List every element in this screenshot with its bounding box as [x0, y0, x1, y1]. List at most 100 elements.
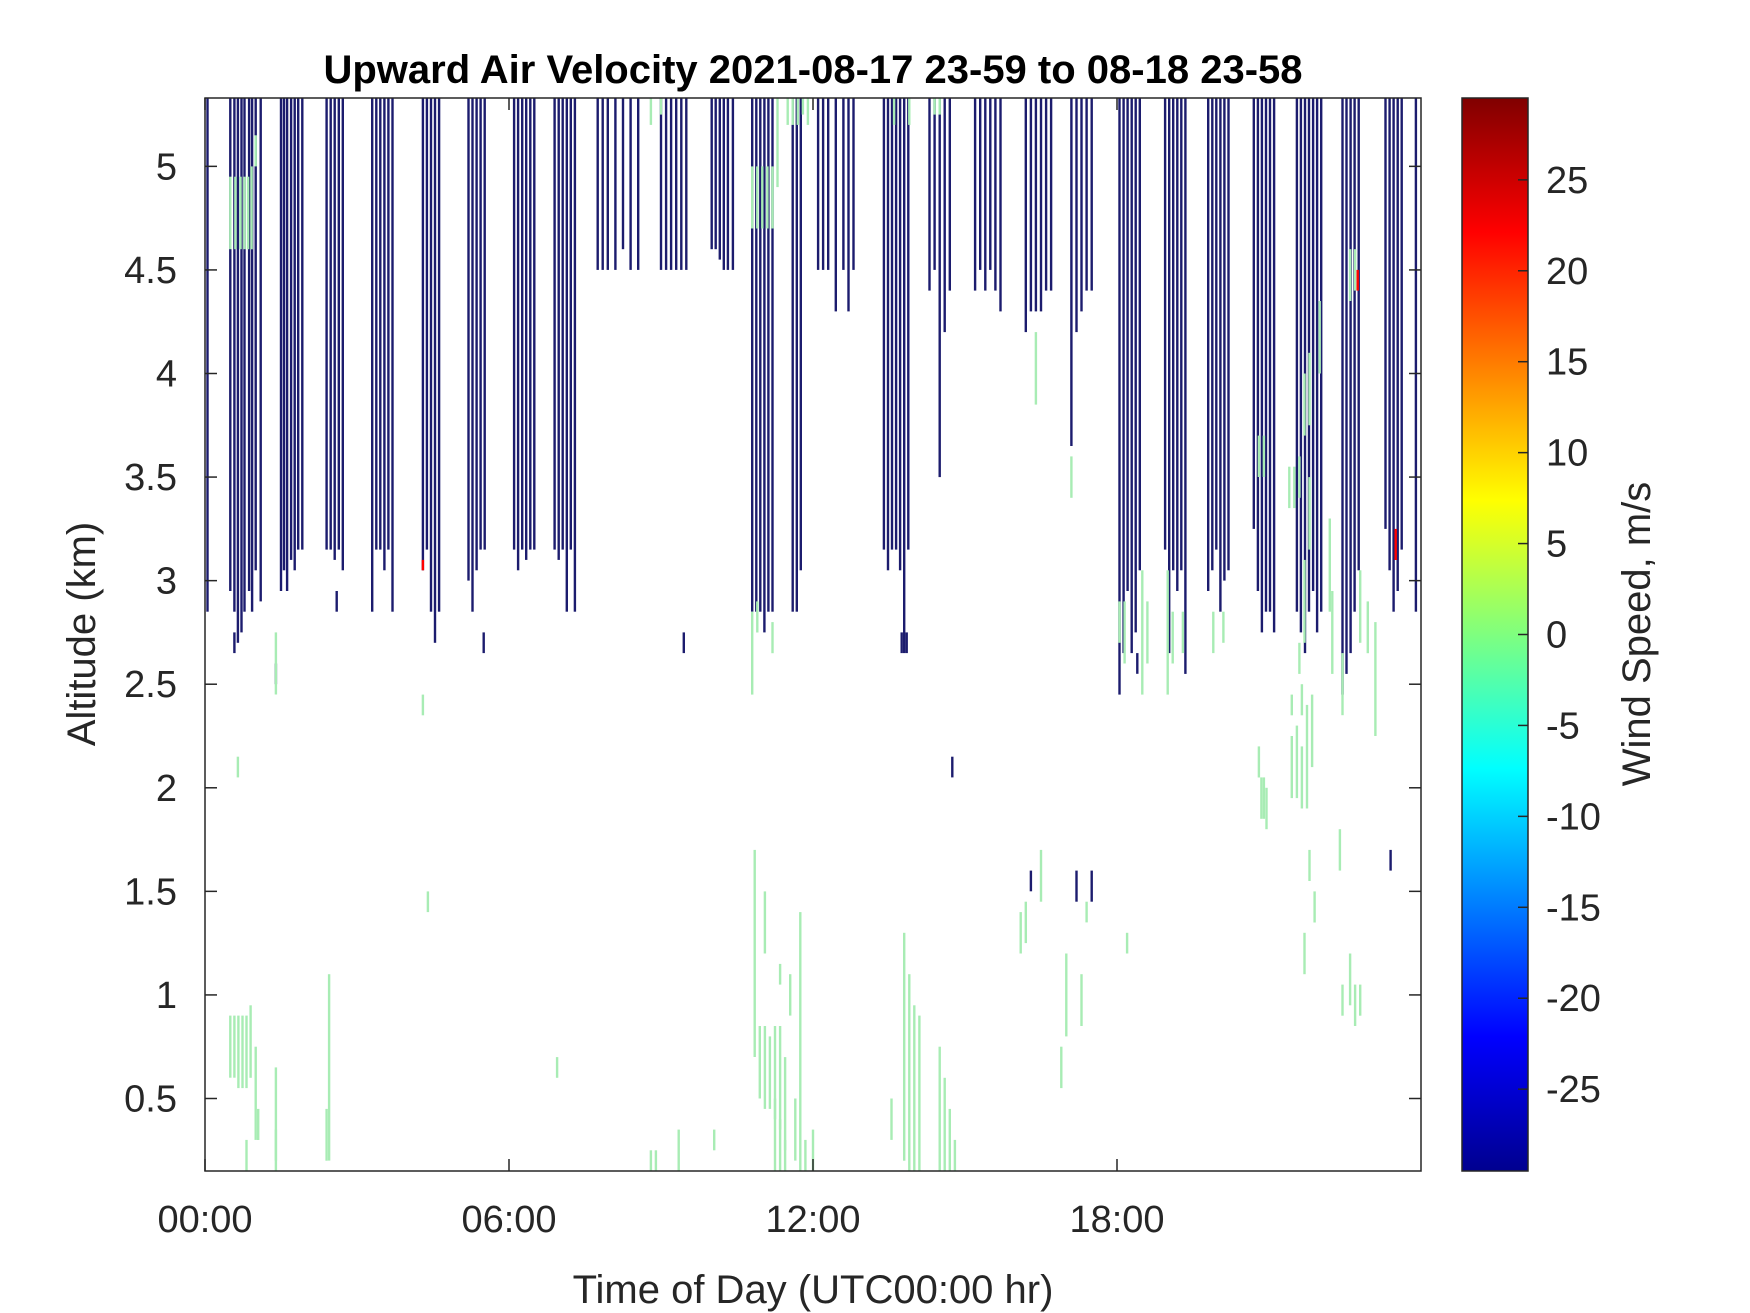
heatmap-cell — [621, 98, 625, 250]
heatmap-cell — [279, 98, 283, 591]
heatmap-cell — [933, 98, 936, 115]
heatmap-cell — [773, 1026, 777, 1120]
y-tick-label: 2.5 — [124, 664, 177, 706]
heatmap-cell — [325, 98, 328, 550]
y-tick-label: 4 — [156, 354, 177, 396]
heatmap-cell — [791, 98, 794, 125]
colorbar-tick-label: 15 — [1546, 342, 1588, 384]
heatmap-cell — [421, 98, 425, 571]
heatmap-cell — [233, 1015, 236, 1078]
heatmap-cell — [1019, 912, 1022, 954]
heatmap-cell — [1299, 98, 1303, 633]
heatmap-cell — [1295, 725, 1299, 799]
heatmap-cell — [1268, 98, 1272, 612]
heatmap-cell — [1024, 98, 1027, 333]
heatmap-cell — [778, 1026, 782, 1130]
colorbar-axis: 25 20 15 10 5 0 -5 -10 -15 -20 -25 — [1518, 160, 1601, 1111]
colorbar-tick-label: -10 — [1546, 796, 1601, 838]
heatmap-cell — [341, 98, 344, 571]
heatmap-cell — [234, 176, 237, 250]
heatmap-cell — [1359, 984, 1362, 1016]
colorbar-tick-label: 25 — [1546, 160, 1588, 202]
heatmap-cell — [1044, 98, 1048, 291]
heatmap-cell — [1252, 98, 1255, 529]
heatmap-cell — [1080, 98, 1083, 312]
heatmap-cell — [1414, 98, 1418, 612]
heatmap-cell — [1305, 704, 1309, 809]
heatmap-cell — [241, 1015, 244, 1089]
heatmap-cell — [606, 98, 609, 270]
heatmap-cell — [1215, 98, 1218, 550]
heatmap-cell — [1318, 301, 1321, 374]
heatmap-cell — [649, 1150, 653, 1171]
heatmap-cell — [1394, 528, 1397, 560]
y-tick-label: 1 — [156, 975, 177, 1017]
heatmap-cell — [1353, 984, 1357, 1026]
x-tick-label: 06:00 — [461, 1199, 556, 1241]
heatmap-cell — [892, 98, 896, 125]
heatmap-cell — [789, 974, 792, 1016]
heatmap-cell — [1303, 373, 1306, 436]
heatmap-cell — [1080, 974, 1083, 1026]
heatmap-cell — [240, 98, 243, 633]
y-axis-label: Altitude (km) — [60, 522, 104, 747]
heatmap-cell — [1163, 98, 1167, 550]
heatmap-cell — [429, 98, 433, 612]
heatmap-cell — [1085, 901, 1088, 923]
heatmap-cell — [1298, 642, 1301, 674]
heatmap-cell — [1315, 98, 1319, 633]
heatmap-cell — [1146, 601, 1149, 664]
heatmap-cell — [722, 98, 725, 270]
y-tick-label: 3.5 — [124, 457, 177, 499]
colorbar — [1461, 97, 1529, 1172]
heatmap-cell — [425, 98, 429, 550]
heatmap-cell — [771, 98, 774, 612]
heatmap-cell — [1384, 98, 1387, 529]
heatmap-cell — [1034, 98, 1038, 312]
heatmap-cell — [1060, 1046, 1063, 1089]
heatmap-cell — [1338, 829, 1342, 871]
heatmap-cell — [1085, 98, 1088, 291]
heatmap-cell — [1227, 98, 1230, 571]
heatmap-cell — [573, 98, 577, 612]
heatmap-cell — [834, 98, 837, 312]
heatmap-cell — [1090, 870, 1093, 902]
heatmap-cell — [437, 98, 441, 612]
heatmap-cell — [908, 974, 911, 1171]
heatmap-cell — [755, 98, 758, 612]
heatmap-cell — [1212, 611, 1215, 654]
heatmap-cell — [751, 611, 754, 695]
heatmap-cell — [565, 98, 568, 612]
heatmap-cell — [768, 1036, 772, 1109]
heatmap-cell — [1265, 787, 1268, 830]
heatmap-cell — [821, 98, 825, 270]
heatmap-cell — [206, 98, 209, 612]
heatmap-cell — [239, 176, 242, 250]
heatmap-cell — [804, 1139, 807, 1171]
heatmap-cell — [1039, 98, 1043, 312]
heatmap-cell — [1134, 98, 1137, 633]
heatmap-cell — [1359, 570, 1362, 643]
heatmap-cell — [1222, 611, 1225, 643]
heatmap-cell — [1136, 653, 1139, 674]
heatmap-cell — [282, 98, 286, 571]
heatmap-cell — [685, 98, 688, 270]
heatmap-cell — [1075, 98, 1078, 333]
heatmap-cell — [229, 98, 232, 591]
heatmap-cell — [852, 98, 855, 270]
heatmap-cell — [1118, 601, 1121, 643]
heatmap-cell — [799, 912, 802, 1171]
heatmap-cell — [1331, 591, 1334, 674]
heatmap-cell — [1308, 849, 1311, 881]
heatmap-cell — [898, 98, 902, 571]
heatmap-cell — [799, 98, 802, 571]
colorbar-tick-label: 10 — [1546, 433, 1588, 475]
heatmap-cell — [337, 98, 340, 550]
heatmap-cell — [371, 98, 374, 612]
heatmap-cell — [766, 166, 769, 229]
heatmap-cell — [1303, 932, 1306, 975]
heatmap-cell — [516, 98, 520, 571]
heatmap-cell — [938, 98, 941, 115]
heatmap-cell — [677, 1129, 680, 1171]
